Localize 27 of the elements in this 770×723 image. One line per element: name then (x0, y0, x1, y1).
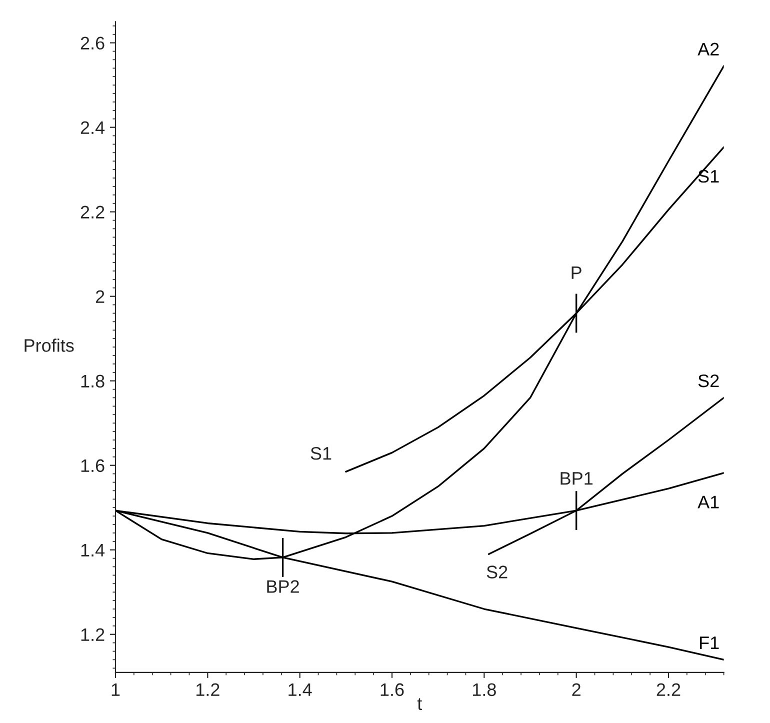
x-tick-label: 2 (572, 683, 580, 696)
annotation: S1 (310, 447, 332, 460)
annotation: P (572, 266, 582, 279)
y-tick-label: 1.6 (81, 459, 104, 472)
series-label: F1 (700, 636, 719, 650)
x-tick-label: 1.6 (380, 683, 404, 696)
x-tick-label: 1.4 (288, 683, 312, 696)
y-tick-label: 1.2 (81, 628, 104, 641)
annotation: S2 (486, 566, 508, 578)
y-tick-label: 2.2 (80, 206, 104, 218)
y-tick-label: 1.8 (81, 374, 104, 388)
x-tick-label: 2.2 (656, 683, 680, 696)
series-label: A2 (698, 42, 719, 56)
y-tick-label: 2.6 (80, 36, 104, 50)
annotation: BP1 (560, 472, 593, 485)
x-tick-label: 1.8 (472, 683, 496, 696)
x-tick-label: 1 (112, 683, 120, 696)
y-tick-label: 2.4 (80, 121, 105, 134)
series-label: A1 (698, 496, 719, 508)
y-axis-title: Profits (24, 338, 74, 352)
y-tick-label: 1.4 (81, 544, 105, 556)
series-label: S2 (698, 374, 719, 388)
annotation: BP2 (267, 580, 299, 593)
series-label: S1 (698, 170, 719, 183)
y-tick-label: 2 (96, 290, 104, 303)
x-tick-label: 1.2 (196, 683, 220, 696)
x-axis-title: t (417, 698, 422, 710)
